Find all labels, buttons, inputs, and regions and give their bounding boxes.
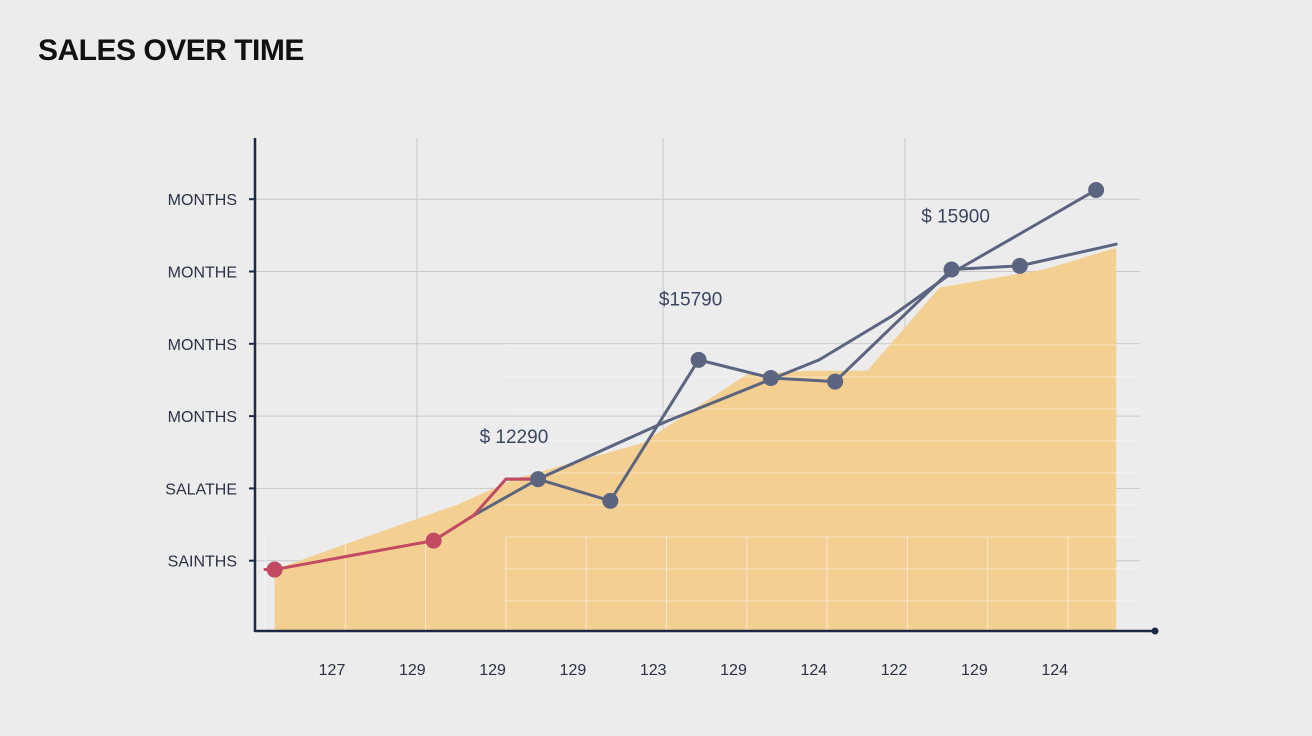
data-point — [943, 261, 960, 278]
y-tick-label: SAINTHS — [168, 554, 237, 571]
data-point — [762, 369, 779, 386]
data-point — [602, 492, 619, 509]
value-annotation: $ 15900 — [921, 207, 990, 228]
value-annotation: $15790 — [659, 290, 722, 311]
chart-title: SALES OVER TIME — [38, 34, 304, 67]
x-tick-label: 129 — [720, 662, 747, 679]
x-tick-label: 123 — [640, 662, 667, 679]
y-tick-label: MONTHS — [168, 192, 237, 209]
x-tick-label: 129 — [961, 662, 988, 679]
data-point — [1011, 257, 1028, 274]
area-fill — [274, 247, 1117, 631]
x-tick-label: 129 — [560, 662, 587, 679]
data-point — [266, 561, 283, 578]
x-tick-label: 124 — [800, 662, 827, 679]
x-axis-end-dot — [1151, 627, 1159, 635]
x-tick-label: 129 — [399, 662, 426, 679]
data-point — [690, 351, 707, 368]
y-tick-label: MONTHE — [168, 265, 237, 282]
value-annotation: $ 12290 — [480, 427, 549, 448]
x-tick-label: 129 — [479, 662, 506, 679]
data-point — [1088, 181, 1105, 198]
data-point — [827, 373, 844, 390]
x-tick-label: 122 — [881, 662, 908, 679]
data-point — [530, 471, 547, 488]
x-tick-label: 127 — [319, 662, 346, 679]
y-tick-label: MONTHS — [168, 409, 237, 426]
x-tick-label: 124 — [1041, 662, 1068, 679]
data-point — [425, 532, 442, 549]
y-tick-label: MONTHS — [168, 337, 237, 354]
y-tick-label: SALATHE — [165, 481, 237, 498]
